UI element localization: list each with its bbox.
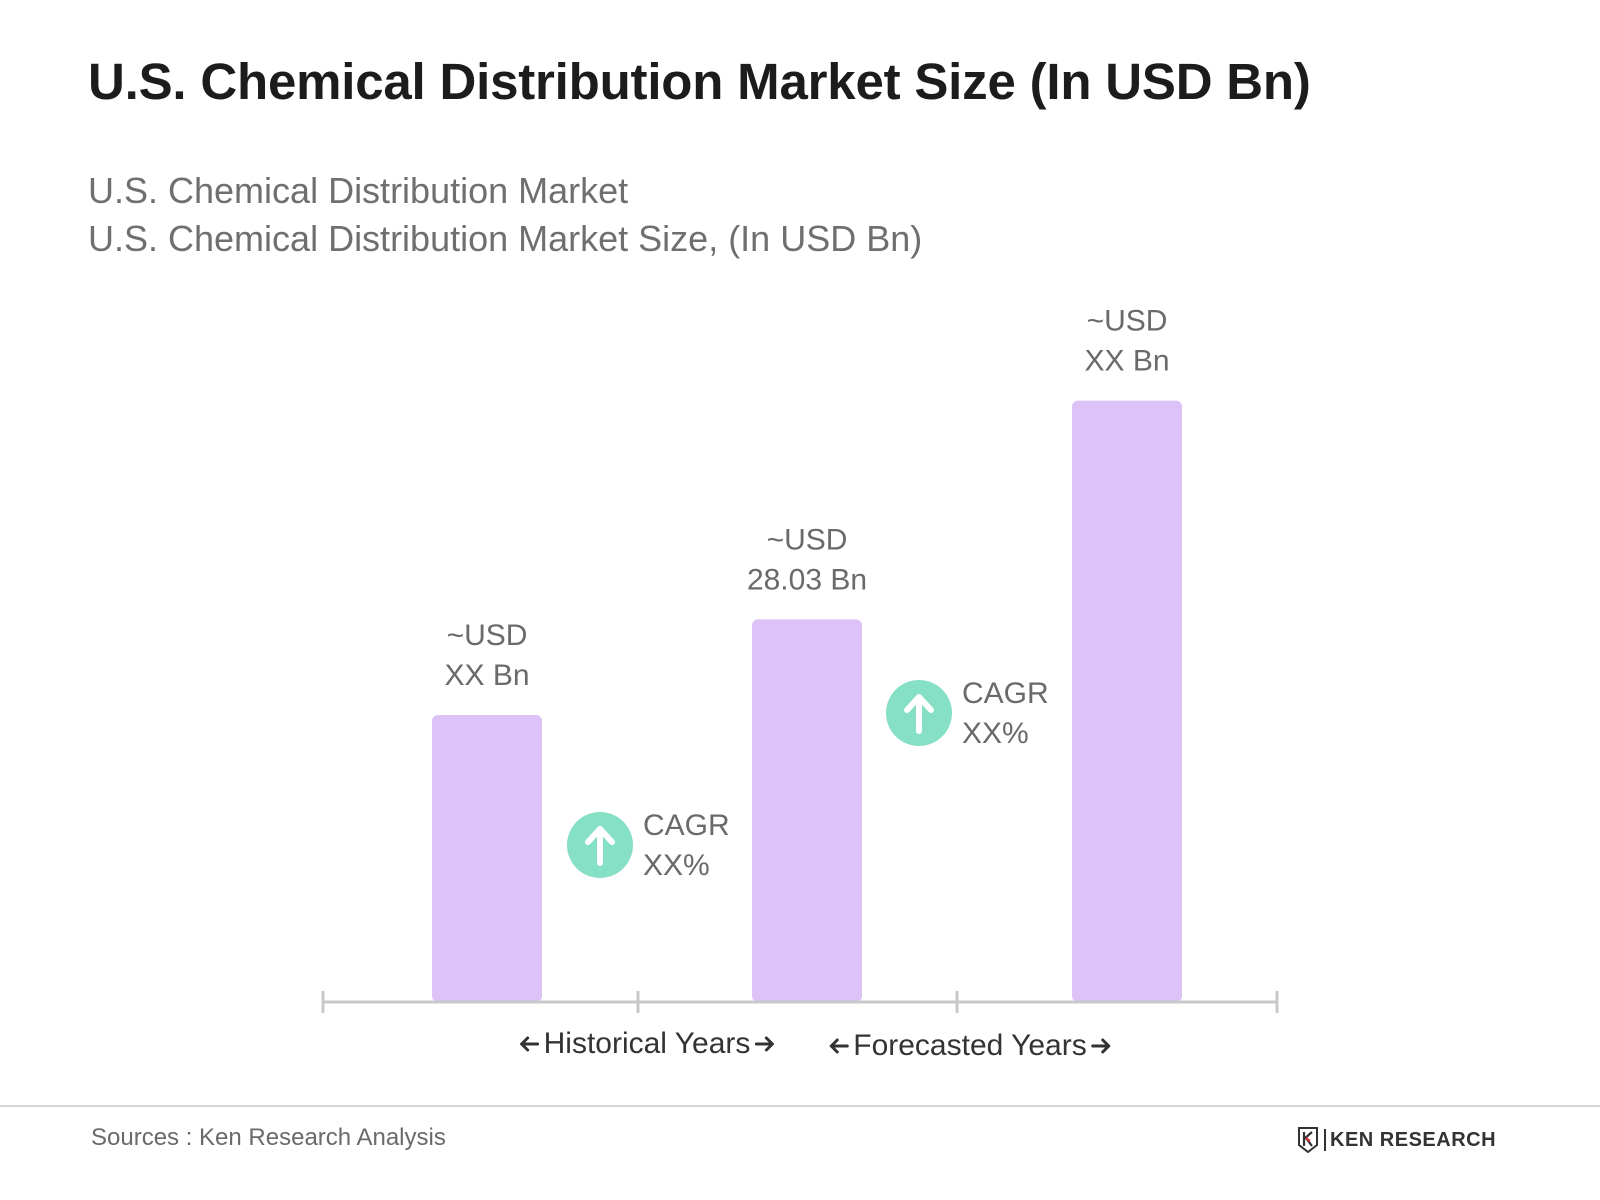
- arrow-up-icon: [904, 694, 934, 734]
- ken-research-logo-icon: [1298, 1127, 1318, 1153]
- arrow-right-icon: [1091, 1038, 1111, 1054]
- bar-chart: ~USD XX Bn ~USD 28.03 Bn ~USD XX Bn CAGR XX% CA…: [321, 305, 1279, 1062]
- arrow-left-icon: [829, 1038, 849, 1054]
- cagr-1-text-line-2: XX%: [643, 849, 710, 882]
- logo-text: KEN RESEARCH: [1330, 1128, 1497, 1151]
- arrow-right-icon: [754, 1036, 774, 1052]
- period-label-2: Forecasted Years: [853, 1029, 1086, 1062]
- bar-2-value-label-line-1: ~USD: [767, 523, 848, 556]
- period-label-1: Historical Years: [544, 1027, 751, 1060]
- chart-subtitle-line-2: U.S. Chemical Distribution Market Size, …: [88, 218, 923, 259]
- cagr-2-text-line-2: XX%: [962, 717, 1029, 750]
- chart-subtitle-line-1: U.S. Chemical Distribution Market: [88, 170, 629, 211]
- bar-3-value-label-line-2: XX Bn: [1084, 345, 1169, 378]
- footer-divider: [0, 1105, 1600, 1107]
- bar-3-value-label-line-1: ~USD: [1087, 305, 1168, 338]
- bar-1-value-label-line-1: ~USD: [447, 619, 528, 652]
- ken-research-logo: KEN RESEARCH: [1297, 1127, 1496, 1153]
- arrow-left-icon: [520, 1036, 540, 1052]
- bar-1: [432, 715, 542, 1002]
- chart-title: U.S. Chemical Distribution Market Size (…: [88, 53, 1311, 110]
- source-note: Sources : Ken Research Analysis: [91, 1124, 446, 1151]
- cagr-2-text-line-1: CAGR: [962, 677, 1049, 710]
- bar-2: [752, 619, 862, 1002]
- logo-separator: [1324, 1129, 1326, 1151]
- arrow-up-icon: [585, 826, 615, 866]
- bar-2-value-label-line-2: 28.03 Bn: [747, 563, 867, 596]
- cagr-1-text-line-1: CAGR: [643, 809, 730, 842]
- bar-1-value-label-line-2: XX Bn: [444, 659, 529, 692]
- bar-3: [1072, 400, 1182, 1003]
